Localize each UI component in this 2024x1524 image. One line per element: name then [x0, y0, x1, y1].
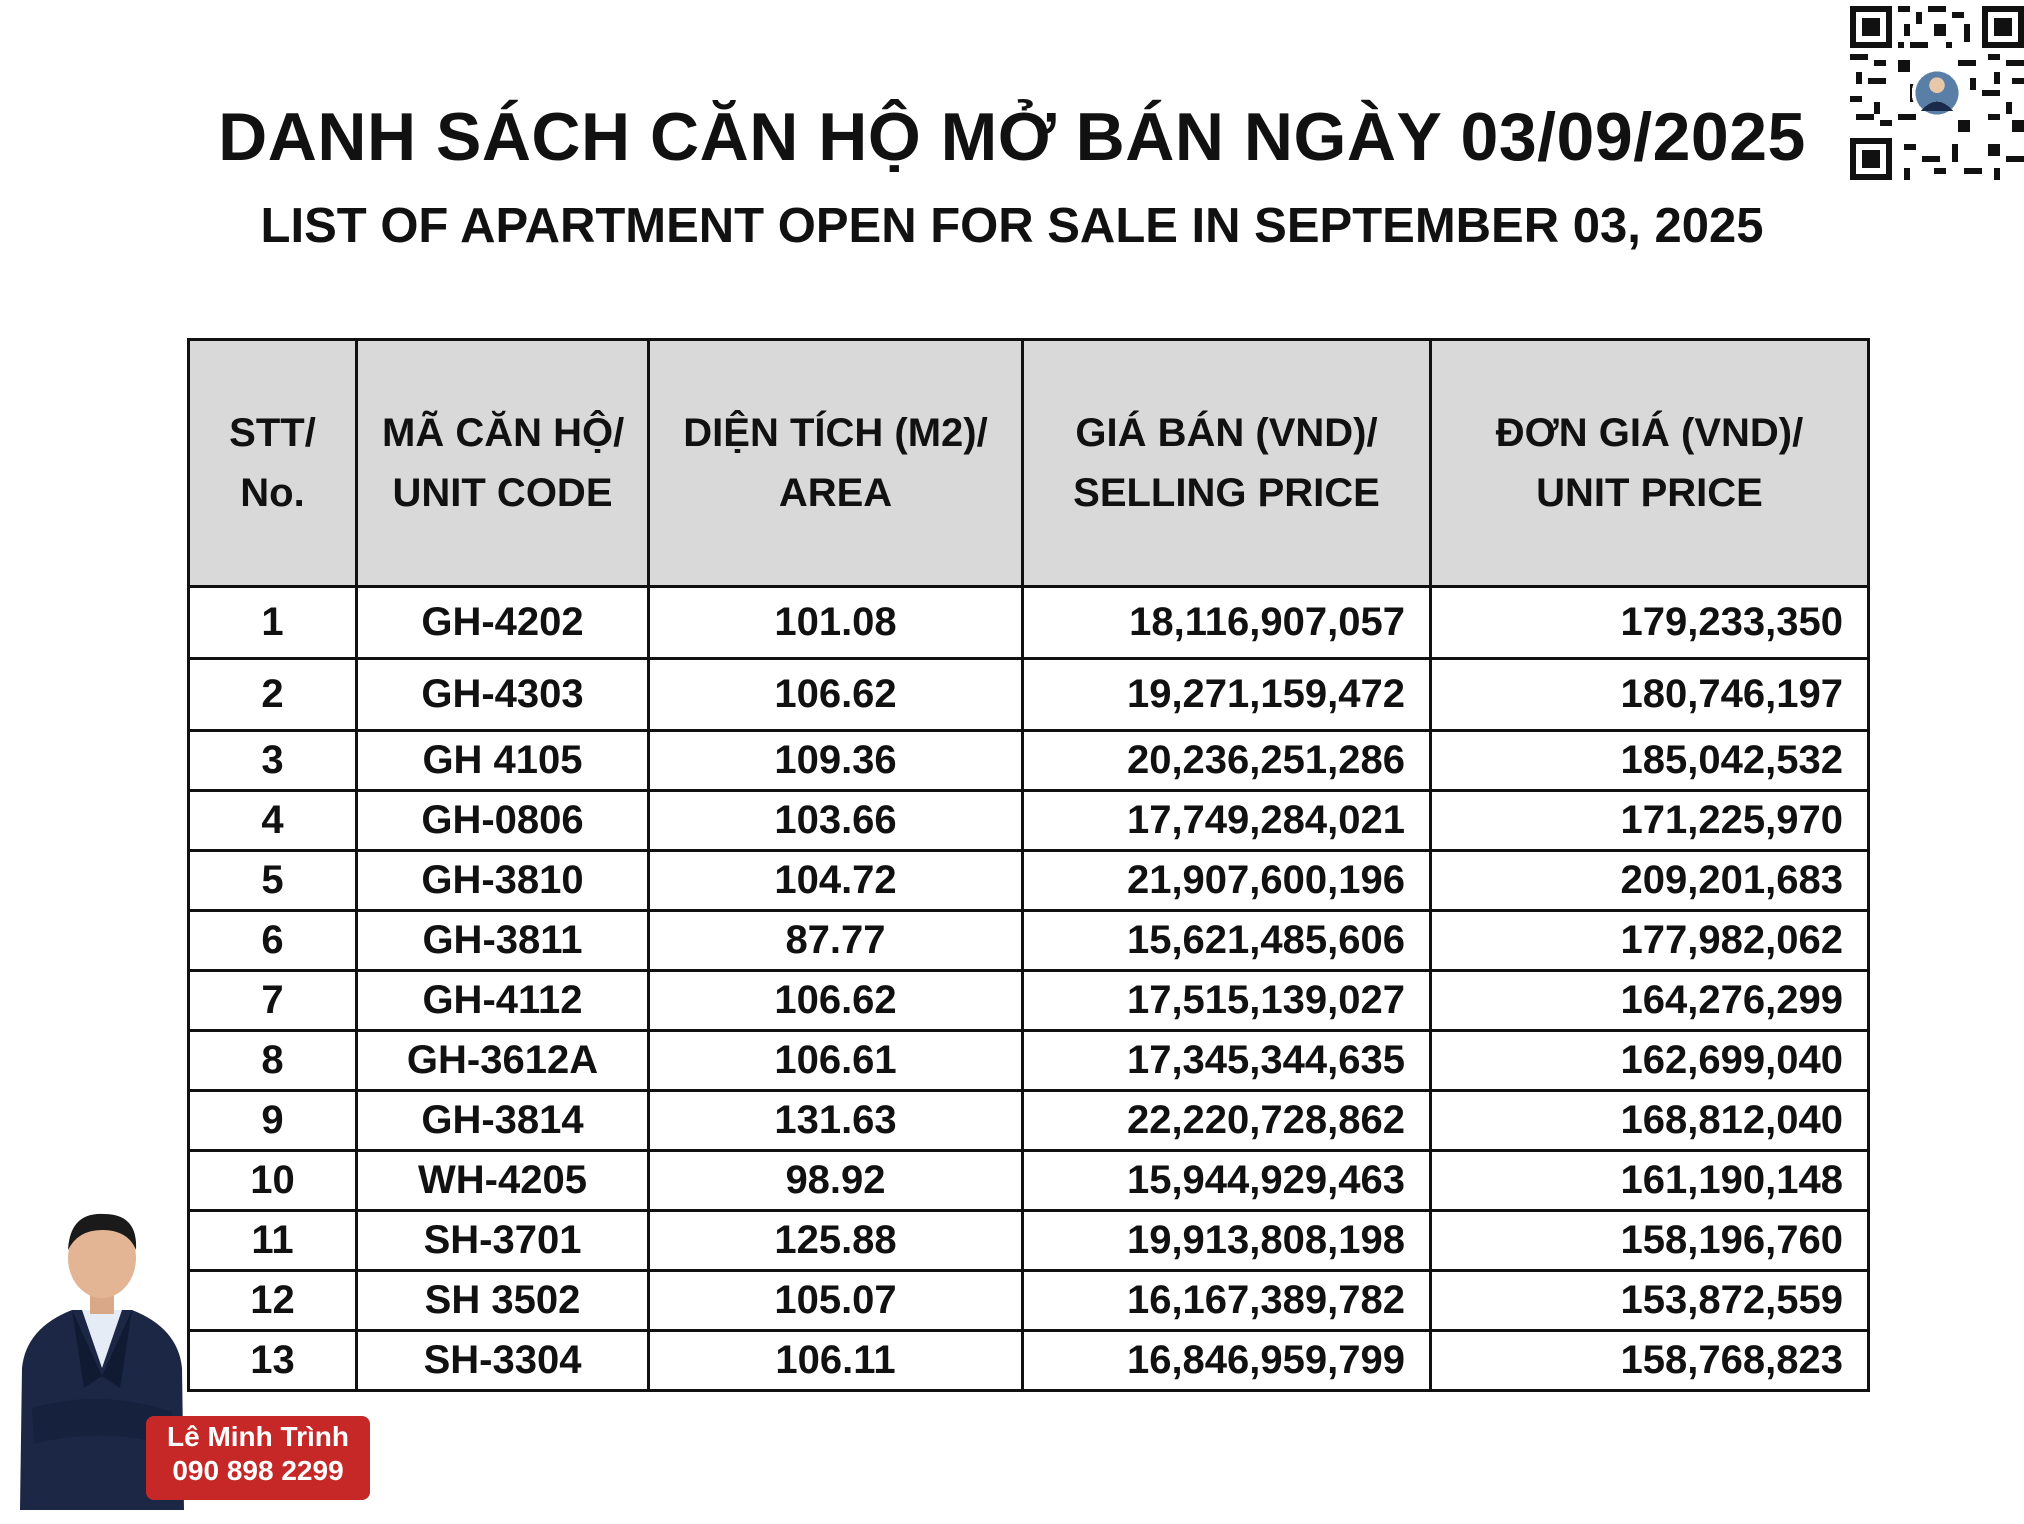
cell-unit-code: SH 3502	[355, 1269, 650, 1332]
agent-phone[interactable]: 090 898 2299	[172, 1455, 344, 1486]
cell-area: 106.62	[647, 657, 1024, 732]
cell-unit-price: 164,276,299	[1429, 969, 1870, 1032]
table-row: 6 GH-3811 87.77 15,621,485,606 177,982,0…	[187, 909, 1870, 972]
cell-unit-code: GH-3814	[355, 1089, 650, 1152]
cell-selling-price: 17,515,139,027	[1021, 969, 1432, 1032]
cell-no: 11	[187, 1209, 358, 1272]
cell-unit-price: 168,812,040	[1429, 1089, 1870, 1152]
cell-unit-code: GH 4105	[355, 729, 650, 792]
header-area: DIỆN TÍCH (M2)/AREA	[647, 338, 1024, 588]
cell-unit-price: 177,982,062	[1429, 909, 1870, 972]
cell-area: 87.77	[647, 909, 1024, 972]
cell-unit-code: GH-4112	[355, 969, 650, 1032]
cell-unit-price: 171,225,970	[1429, 789, 1870, 852]
cell-area: 125.88	[647, 1209, 1024, 1272]
cell-selling-price: 16,167,389,782	[1021, 1269, 1432, 1332]
cell-no: 10	[187, 1149, 358, 1212]
cell-no: 4	[187, 789, 358, 852]
page-subtitle: LIST OF APARTMENT OPEN FOR SALE IN SEPTE…	[260, 199, 1764, 253]
cell-unit-code: GH-4303	[355, 657, 650, 732]
header-unit-code: MÃ CĂN HỘ/UNIT CODE	[355, 338, 650, 588]
cell-no: 12	[187, 1269, 358, 1332]
cell-no: 1	[187, 585, 358, 660]
cell-selling-price: 15,621,485,606	[1021, 909, 1432, 972]
cell-no: 2	[187, 657, 358, 732]
cell-no: 9	[187, 1089, 358, 1152]
cell-selling-price: 17,749,284,021	[1021, 789, 1432, 852]
cell-no: 13	[187, 1329, 358, 1392]
cell-selling-price: 18,116,907,057	[1021, 585, 1432, 660]
cell-no: 6	[187, 909, 358, 972]
cell-area: 103.66	[647, 789, 1024, 852]
cell-no: 5	[187, 849, 358, 912]
cell-unit-code: GH-3811	[355, 909, 650, 972]
table-row: 2 GH-4303 106.62 19,271,159,472 180,746,…	[187, 657, 1870, 732]
cell-area: 106.61	[647, 1029, 1024, 1092]
table-header-row: STT/No. MÃ CĂN HỘ/UNIT CODE DIỆN TÍCH (M…	[187, 338, 1870, 588]
cell-area: 104.72	[647, 849, 1024, 912]
cell-area: 106.62	[647, 969, 1024, 1032]
header-no: STT/No.	[187, 338, 358, 588]
cell-unit-price: 179,233,350	[1429, 585, 1870, 660]
table-row: 9 GH-3814 131.63 22,220,728,862 168,812,…	[187, 1089, 1870, 1152]
cell-area: 98.92	[647, 1149, 1024, 1212]
cell-unit-price: 158,768,823	[1429, 1329, 1870, 1392]
apartment-table: STT/No. MÃ CĂN HỘ/UNIT CODE DIỆN TÍCH (M…	[187, 338, 1870, 1392]
table-row: 4 GH-0806 103.66 17,749,284,021 171,225,…	[187, 789, 1870, 852]
header-unit-price: ĐƠN GIÁ (VND)/UNIT PRICE	[1429, 338, 1870, 588]
cell-no: 8	[187, 1029, 358, 1092]
cell-selling-price: 19,271,159,472	[1021, 657, 1432, 732]
cell-area: 109.36	[647, 729, 1024, 792]
cell-unit-price: 209,201,683	[1429, 849, 1870, 912]
cell-area: 131.63	[647, 1089, 1024, 1152]
contact-badge: Lê Minh Trình 090 898 2299	[146, 1416, 370, 1500]
cell-unit-code: SH-3701	[355, 1209, 650, 1272]
cell-unit-price: 153,872,559	[1429, 1269, 1870, 1332]
page-title: DANH SÁCH CĂN HỘ MỞ BÁN NGÀY 03/09/2025	[218, 99, 1806, 175]
agent-name: Lê Minh Trình	[167, 1421, 349, 1452]
table-row: 1 GH-4202 101.08 18,116,907,057 179,233,…	[187, 585, 1870, 660]
cell-selling-price: 15,944,929,463	[1021, 1149, 1432, 1212]
table-row: 11 SH-3701 125.88 19,913,808,198 158,196…	[187, 1209, 1870, 1272]
table-row: 13 SH-3304 106.11 16,846,959,799 158,768…	[187, 1329, 1870, 1392]
agent-portrait	[20, 1213, 184, 1510]
cell-selling-price: 17,345,344,635	[1021, 1029, 1432, 1092]
cell-area: 106.11	[647, 1329, 1024, 1392]
cell-selling-price: 20,236,251,286	[1021, 729, 1432, 792]
table-row: 7 GH-4112 106.62 17,515,139,027 164,276,…	[187, 969, 1870, 1032]
cell-unit-code: GH-3810	[355, 849, 650, 912]
table-row: 5 GH-3810 104.72 21,907,600,196 209,201,…	[187, 849, 1870, 912]
cell-selling-price: 21,907,600,196	[1021, 849, 1432, 912]
cell-unit-code: GH-4202	[355, 585, 650, 660]
table-row: 10 WH-4205 98.92 15,944,929,463 161,190,…	[187, 1149, 1870, 1212]
cell-selling-price: 22,220,728,862	[1021, 1089, 1432, 1152]
cell-selling-price: 16,846,959,799	[1021, 1329, 1432, 1392]
table-row: 8 GH-3612A 106.61 17,345,344,635 162,699…	[187, 1029, 1870, 1092]
header-selling-price: GIÁ BÁN (VND)/SELLING PRICE	[1021, 338, 1432, 588]
cell-unit-code: GH-0806	[355, 789, 650, 852]
cell-unit-code: WH-4205	[355, 1149, 650, 1212]
cell-unit-price: 180,746,197	[1429, 657, 1870, 732]
cell-unit-code: GH-3612A	[355, 1029, 650, 1092]
cell-no: 3	[187, 729, 358, 792]
cell-unit-price: 162,699,040	[1429, 1029, 1870, 1092]
cell-no: 7	[187, 969, 358, 1032]
cell-unit-price: 185,042,532	[1429, 729, 1870, 792]
cell-area: 101.08	[647, 585, 1024, 660]
cell-unit-price: 161,190,148	[1429, 1149, 1870, 1212]
table-row: 12 SH 3502 105.07 16,167,389,782 153,872…	[187, 1269, 1870, 1332]
table-row: 3 GH 4105 109.36 20,236,251,286 185,042,…	[187, 729, 1870, 792]
qr-code-icon[interactable]	[1850, 6, 2024, 180]
cell-unit-code: SH-3304	[355, 1329, 650, 1392]
cell-unit-price: 158,196,760	[1429, 1209, 1870, 1272]
cell-area: 105.07	[647, 1269, 1024, 1332]
cell-selling-price: 19,913,808,198	[1021, 1209, 1432, 1272]
